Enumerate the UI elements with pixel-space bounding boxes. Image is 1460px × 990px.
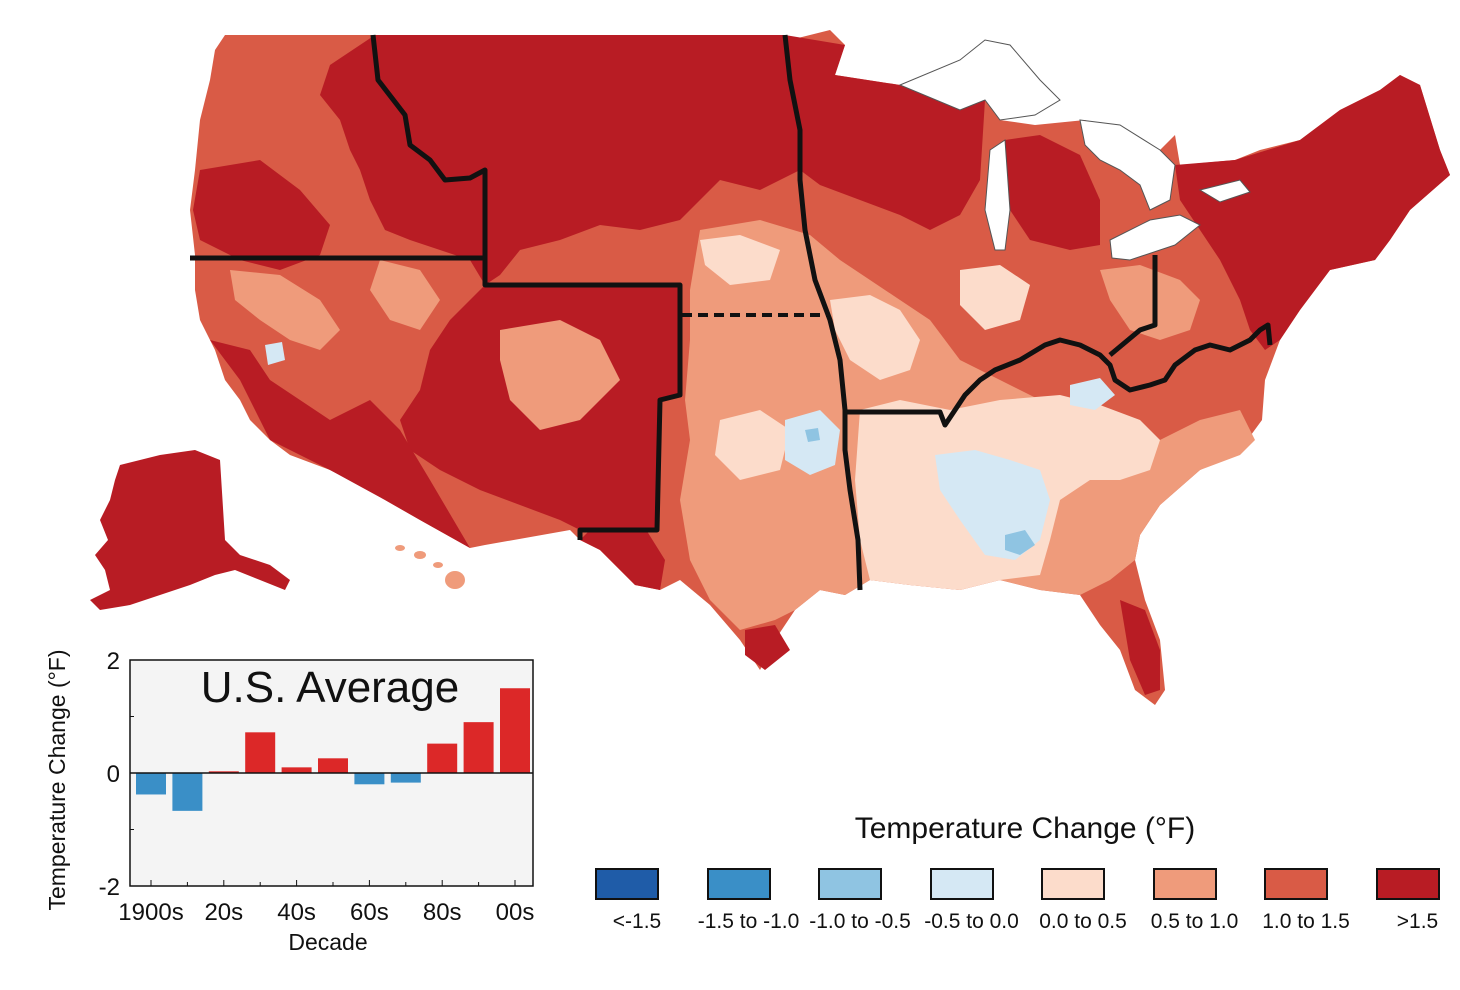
chart-y-ticks: 2 0 -2 (99, 648, 136, 901)
bar-1910s (172, 773, 203, 811)
bar-1990s (463, 722, 494, 773)
legend-label: 0.5 to 1.0 (1150, 910, 1239, 933)
legend-item: >1.5 (1358, 868, 1460, 934)
chart-x-ticks: 1900s 20s 40s 60s 80s 00s (118, 880, 534, 926)
legend-label: 0.0 to 0.5 (1039, 910, 1127, 933)
chart-title: U.S. Average (201, 663, 459, 712)
legend-label: >1.5 (1396, 910, 1439, 933)
regional-boundaries (190, 34, 1273, 591)
color-legend: Temperature Change (°F) <-1.5 -1.5 to -1.… (585, 812, 1455, 982)
legend-swatch (818, 868, 882, 900)
legend-item: -1.5 to -1.0 (689, 868, 809, 934)
legend-item: -0.5 to 0.0 (912, 868, 1032, 934)
bar-1940s (281, 767, 312, 773)
legend-item: 1.0 to 1.5 (1246, 868, 1366, 934)
bar-1930s (245, 732, 276, 773)
bar-1980s (427, 743, 458, 773)
x-tick-label: 60s (350, 899, 389, 926)
legend-item: <-1.5 (577, 868, 697, 934)
legend-label: 1.0 to 1.5 (1262, 910, 1350, 933)
legend-label: <-1.5 (612, 910, 662, 933)
legend-swatch (595, 868, 659, 900)
legend-title: Temperature Change (°F) (854, 812, 1196, 845)
legend-item: 0.0 to 0.5 (1023, 868, 1143, 934)
great-lakes (898, 39, 1251, 261)
us-average-bar-chart: 2 0 -2 1900s 20s 40s 60s 80s 00s U.S. Average D… (44, 648, 534, 955)
legend-swatch (929, 868, 994, 900)
x-tick-label: 20s (204, 899, 243, 926)
legend-swatch (1041, 868, 1105, 900)
y-tick-label: 0 (107, 761, 120, 788)
x-tick-label: 80s (423, 899, 462, 926)
legend-item: -1.0 to -0.5 (800, 868, 920, 934)
x-tick-label: 1900s (118, 899, 183, 926)
bar-1970s (390, 773, 421, 783)
bar-1900s (136, 773, 166, 795)
y-tick-label: -2 (99, 874, 120, 901)
chart-y-axis-label: Temperature Change (°F) (44, 649, 70, 910)
chart-x-axis-label: Decade (288, 929, 367, 955)
chart-bars (136, 688, 530, 811)
legend-swatch (1264, 868, 1328, 900)
hawaii (395, 545, 465, 589)
region-m1-0-to-m0-5 (805, 428, 1035, 555)
bar-2000s (500, 688, 530, 773)
legend-label: -1.5 to -1.0 (697, 910, 800, 933)
legend-item: 0.5 to 1.0 (1135, 868, 1255, 934)
x-tick-label: 00s (496, 899, 535, 926)
alaska (90, 450, 290, 610)
bar-1950s (318, 758, 348, 773)
y-tick-label: 2 (107, 648, 120, 675)
legend-label: -1.0 to -0.5 (809, 910, 911, 933)
legend-label: -0.5 to 0.0 (924, 910, 1019, 933)
legend-swatch (706, 868, 771, 900)
legend-swatch (1152, 868, 1217, 900)
legend-swatch (1375, 868, 1440, 900)
bar-1960s (354, 773, 385, 785)
x-tick-label: 40s (277, 899, 316, 926)
bar-1920s (208, 771, 239, 773)
